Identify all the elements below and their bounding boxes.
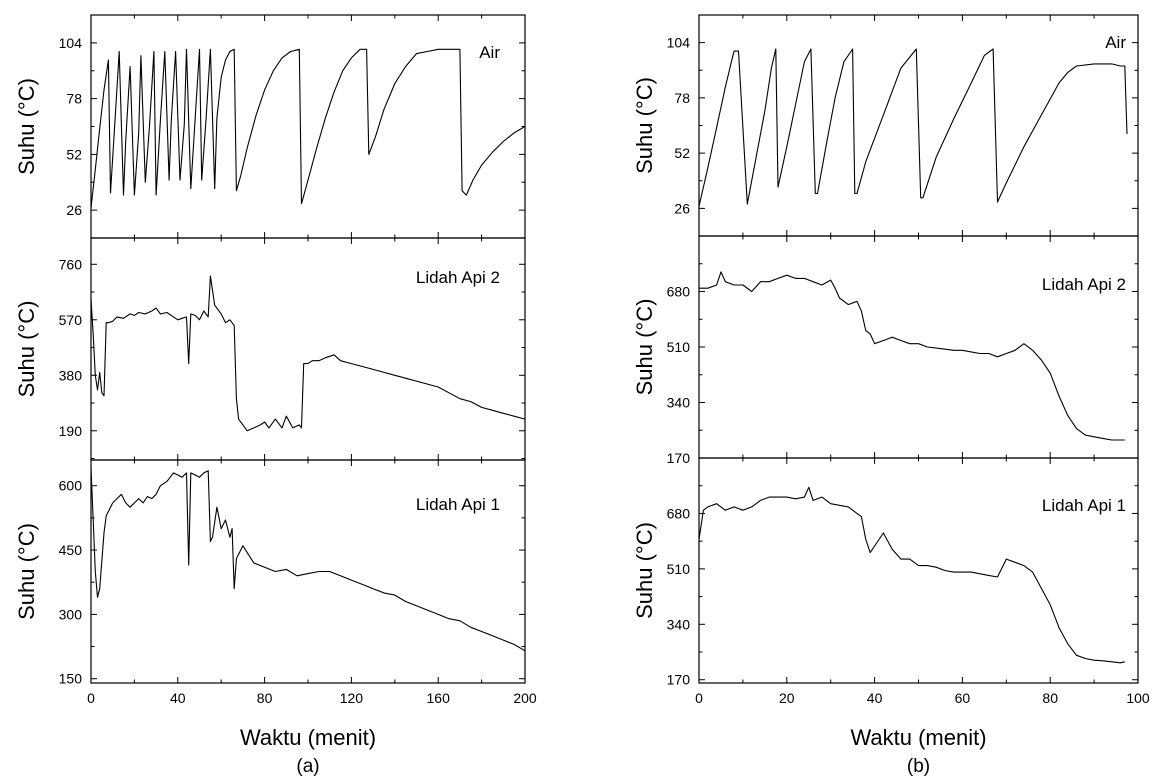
y-tick-label: 300 (59, 606, 83, 622)
series-label: Air (479, 43, 500, 62)
y-tick-label: 570 (59, 312, 83, 328)
x-tick-label: 160 (427, 690, 451, 706)
y-tick-label: 52 (66, 146, 82, 162)
y-tick-label: 78 (674, 90, 690, 106)
y-tick-label: 26 (66, 202, 82, 218)
series-label: Air (1105, 33, 1126, 52)
y-tick-label: 760 (59, 256, 83, 272)
y-tick-label: 170 (667, 672, 691, 688)
x-tick-label: 100 (1126, 690, 1150, 706)
y-tick-label: 510 (667, 339, 691, 355)
y-axis-label: Suhu (°C) (632, 299, 657, 396)
y-tick-label: 104 (59, 35, 83, 51)
subplot-air: 26 52 78 104 Suhu (°C) Air (14, 14, 526, 239)
y-axis-label: Suhu (°C) (632, 522, 657, 619)
x-tick-label: 80 (257, 690, 273, 706)
y-tick-label: 170 (667, 450, 691, 466)
x-tick-label: 0 (695, 690, 703, 706)
y-tick-label: 104 (667, 35, 691, 51)
x-tick-label: 40 (867, 690, 883, 706)
series-line (699, 271, 1125, 441)
y-axis-label: Suhu (°C) (14, 523, 39, 620)
y-tick-label: 190 (59, 423, 83, 439)
series-label: Lidah Api 1 (416, 495, 500, 514)
y-axis-label: Suhu (°C) (14, 78, 39, 175)
y-tick-label: 450 (59, 542, 83, 558)
y-tick-label: 340 (667, 616, 691, 632)
panel-caption: (a) (296, 756, 319, 777)
plot-frame (90, 14, 526, 239)
x-axis-label: Waktu (menit) (850, 725, 986, 750)
x-tick-label: 60 (955, 690, 971, 706)
subplot-air: 26 52 78 104 Suhu (°C) Air (632, 14, 1139, 237)
y-tick-label: 150 (59, 671, 83, 687)
x-axis-label: Waktu (menit) (240, 725, 376, 750)
series-label: Lidah Api 2 (1042, 275, 1126, 294)
y-tick-label: 600 (59, 478, 83, 494)
panel-caption: (b) (907, 756, 930, 777)
series-label: Lidah Api 1 (1042, 496, 1126, 515)
y-tick-label: 340 (667, 395, 691, 411)
subplot-lidah-api-2: 170 340 510 680 Suhu (°C) Lidah Api 2 (632, 235, 1139, 466)
panel-b: 26 52 78 104 Suhu (°C) Air 170 340 510 680 Suhu (°… (632, 14, 1150, 777)
y-tick-label: 78 (66, 91, 82, 107)
x-tick-label: 40 (170, 690, 186, 706)
y-axis-label: Suhu (°C) (14, 301, 39, 398)
x-tick-label: 0 (87, 690, 95, 706)
x-tick-label: 120 (340, 690, 364, 706)
subplot-lidah-api-2: 190 380 570 760 Suhu (°C) Lidah Api 2 (14, 237, 526, 461)
y-tick-label: 680 (667, 505, 691, 521)
x-tick-label: 20 (779, 690, 795, 706)
subplot-lidah-api-1: 170 340 510 680 Suhu (°C) Lidah Api 1 (632, 457, 1139, 688)
series-line (90, 468, 526, 652)
y-tick-label: 26 (674, 200, 690, 216)
plot-frame (698, 235, 1139, 459)
series-line (90, 48, 526, 209)
series-line (698, 486, 1125, 664)
subplot-lidah-api-1: 150 300 450 600 Suhu (°C) Lidah Api 1 (14, 459, 526, 687)
y-tick-label: 380 (59, 367, 83, 383)
y-tick-label: 510 (667, 561, 691, 577)
x-tick-label: 80 (1042, 690, 1058, 706)
y-axis-label: Suhu (°C) (632, 77, 657, 174)
series-label: Lidah Api 2 (416, 268, 500, 287)
panel-a: 26 52 78 104 Suhu (°C) Air 190 380 570 760 Suhu (°… (14, 14, 537, 777)
x-tick-label: 200 (513, 690, 537, 706)
y-tick-label: 52 (674, 145, 690, 161)
y-tick-label: 680 (667, 284, 691, 300)
series-line (698, 48, 1128, 207)
series-line (90, 275, 526, 432)
